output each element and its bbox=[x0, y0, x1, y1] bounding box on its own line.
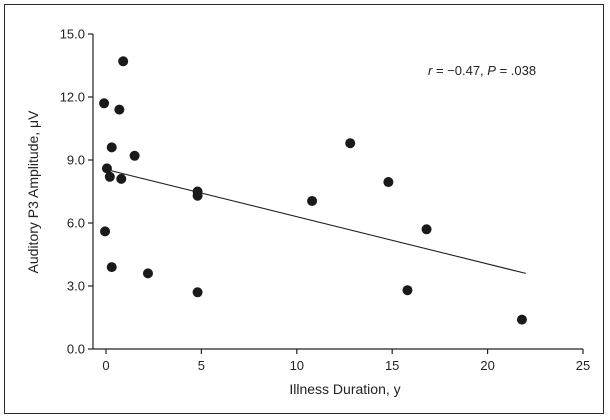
correlation-annotation: r = −0.47, P = .038 bbox=[428, 63, 536, 78]
p-symbol: P bbox=[487, 63, 496, 78]
data-points bbox=[99, 56, 527, 325]
data-point bbox=[118, 56, 129, 67]
x-axis-title: Illness Duration, y bbox=[289, 381, 400, 397]
x-tick-label: 5 bbox=[198, 358, 205, 373]
y-tick-label: 3.0 bbox=[67, 279, 85, 294]
data-point bbox=[100, 226, 111, 237]
data-point bbox=[116, 173, 127, 184]
y-tick-label: 6.0 bbox=[67, 216, 85, 231]
y-tick-label: 15.0 bbox=[60, 27, 85, 42]
x-tick-label: 15 bbox=[385, 358, 399, 373]
data-point bbox=[192, 287, 203, 298]
data-point bbox=[192, 190, 203, 201]
x-tick-label: 10 bbox=[290, 358, 304, 373]
r-value: = −0.47, bbox=[432, 63, 487, 78]
y-tick-label: 0.0 bbox=[67, 342, 85, 357]
data-point bbox=[106, 262, 117, 273]
p-value: = .038 bbox=[496, 63, 536, 78]
x-ticks: 0 5 10 15 20 25 bbox=[102, 349, 590, 373]
data-point bbox=[383, 177, 394, 188]
y-tick-label: 12.0 bbox=[60, 90, 85, 105]
trendline bbox=[105, 168, 526, 274]
data-point bbox=[345, 138, 356, 149]
data-point bbox=[402, 285, 413, 296]
axes bbox=[92, 34, 583, 350]
data-point bbox=[101, 163, 112, 174]
r-symbol: r bbox=[428, 63, 433, 78]
chart-frame bbox=[4, 4, 604, 414]
data-point bbox=[129, 150, 140, 161]
y-tick-label: 9.0 bbox=[67, 153, 85, 168]
data-point bbox=[104, 171, 115, 182]
data-point bbox=[516, 314, 527, 325]
y-ticks: 0.0 3.0 6.0 9.0 12.0 15.0 bbox=[60, 27, 93, 357]
x-tick-label: 20 bbox=[480, 358, 494, 373]
x-tick-label: 0 bbox=[102, 358, 109, 373]
data-point bbox=[307, 195, 318, 206]
data-point bbox=[106, 142, 117, 153]
data-point bbox=[142, 268, 153, 279]
x-tick-label: 25 bbox=[576, 358, 590, 373]
data-point bbox=[99, 98, 110, 109]
data-point bbox=[421, 224, 432, 235]
y-axis-title: Auditory P3 Amplitude, μV bbox=[25, 110, 41, 274]
data-point bbox=[114, 104, 125, 115]
